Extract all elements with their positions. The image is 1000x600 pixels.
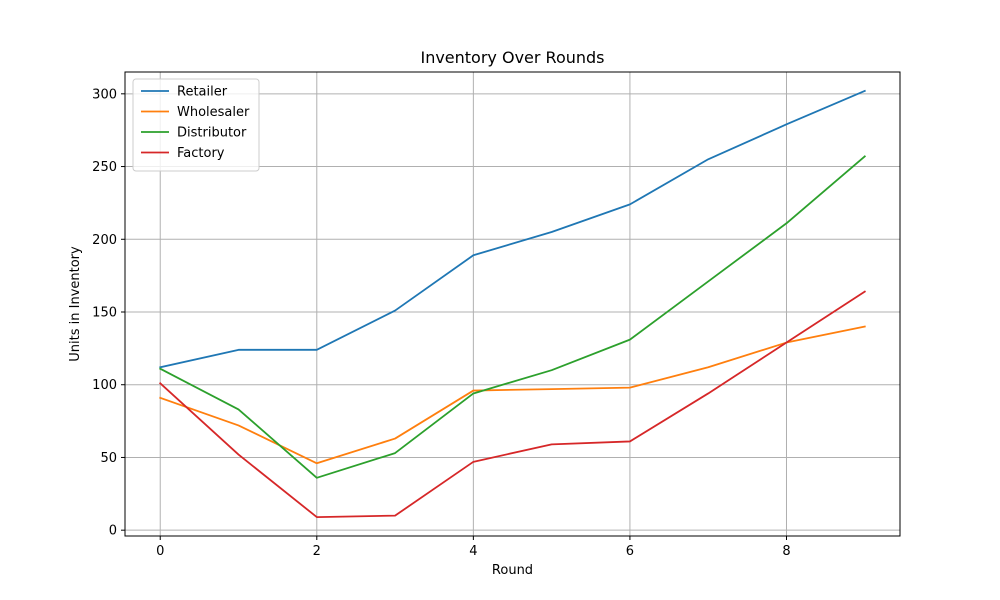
plot-frame xyxy=(124,71,901,537)
chart-title: Inventory Over Rounds xyxy=(420,48,604,67)
y-tick-label: 100 xyxy=(92,378,117,393)
x-axis-label: Round xyxy=(492,563,533,578)
legend-label: Wholesaler xyxy=(177,105,250,120)
x-tick-label: 4 xyxy=(469,544,477,559)
x-tick-label: 8 xyxy=(782,544,790,559)
series-layer xyxy=(158,89,867,518)
ticks-layer: 0 2 4 6 8 0 50 100 150 200 250 300 xyxy=(92,87,790,559)
legend-label: Distributor xyxy=(177,126,247,141)
x-tick-label: 6 xyxy=(626,544,634,559)
legend: Retailer Wholesaler Distributor Factory xyxy=(132,78,260,172)
y-tick-label: 0 xyxy=(109,524,117,539)
y-tick-label: 300 xyxy=(92,87,117,102)
legend-label: Retailer xyxy=(177,85,228,100)
x-tick-label: 0 xyxy=(156,544,164,559)
series-line-factory xyxy=(158,290,867,518)
series-line-wholesaler xyxy=(159,325,866,465)
y-tick-label: 200 xyxy=(92,233,117,248)
y-tick-label: 250 xyxy=(92,160,117,175)
legend-box xyxy=(132,78,260,172)
y-axis-label: Units in Inventory xyxy=(68,246,83,362)
series-line-retailer xyxy=(159,89,866,369)
y-tick-label: 50 xyxy=(100,451,117,466)
series-line-distributor xyxy=(159,155,867,479)
x-tick-label: 2 xyxy=(313,544,321,559)
legend-label: Factory xyxy=(177,146,225,161)
y-tick-label: 150 xyxy=(92,306,117,321)
